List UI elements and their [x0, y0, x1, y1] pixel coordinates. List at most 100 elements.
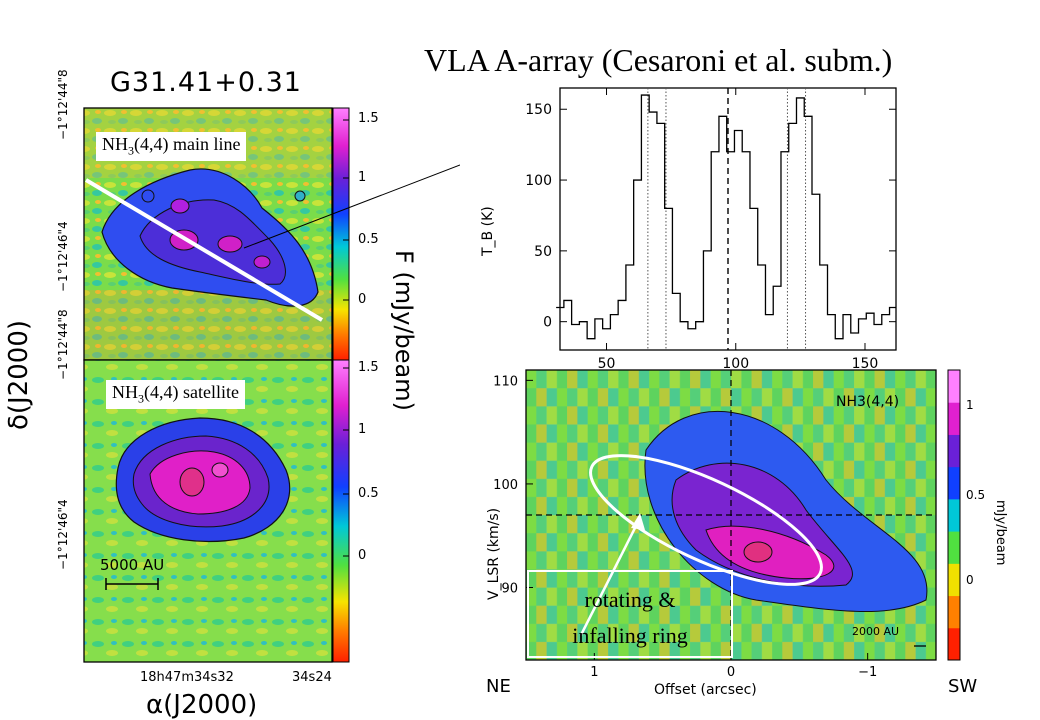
pv-noise-cell: [710, 370, 722, 389]
pv-noise-cell: [874, 605, 886, 625]
pv-noise-cell: [864, 623, 875, 643]
pv-noise-cell: [741, 641, 752, 661]
pv-noise-cell: [874, 515, 886, 534]
map-panel: [83, 107, 460, 663]
pv-noise-cell: [720, 388, 732, 407]
pv-noise-cell: [710, 605, 722, 625]
pv-noise-cell: [915, 370, 927, 389]
cbar-tick-bottom: 1.5: [358, 360, 379, 375]
pv-noise-cell: [649, 370, 660, 389]
label-prefix: NH: [112, 382, 138, 402]
map-label-satellite: NH3(4,4) satellite: [106, 380, 245, 409]
pv-noise-cell: [628, 460, 640, 480]
pv-noise-cell: [536, 641, 547, 661]
pv-noise-cell: [895, 406, 906, 425]
cbar-tick-top: 1.5: [358, 111, 379, 126]
pv-noise-cell: [895, 515, 906, 534]
connector-line: [243, 164, 460, 249]
pv-noise-cell: [802, 370, 814, 389]
pv-noise-cell: [608, 424, 619, 443]
pv-noise-cell: [925, 370, 937, 389]
pv-xlabel: Offset (arcsec): [654, 682, 757, 698]
pv-noise-cell: [638, 515, 650, 534]
pv-noise-cell: [597, 515, 609, 534]
pv-noise-cell: [925, 533, 937, 552]
pv-noise-cell: [720, 587, 732, 607]
pv-noise-cell: [577, 424, 588, 443]
pv-noise-cell: [782, 641, 793, 661]
pv-noise-cell: [597, 605, 609, 625]
pv-noise-cell: [761, 623, 773, 643]
pv-noise-cell: [854, 641, 865, 661]
dec-axis-label: δ(J2000): [4, 319, 34, 430]
pv-noise-cell: [884, 460, 896, 480]
pv-noise-cell: [782, 424, 793, 443]
colorbar-top: [332, 107, 350, 361]
pv-noise-cell: [864, 370, 875, 389]
pv-noise-cell: [587, 424, 599, 443]
pv-noise-cell: [895, 605, 906, 625]
pv-noise-cell: [546, 460, 558, 480]
pv-noise-cell: [608, 406, 619, 425]
pv-noise-cell: [915, 605, 927, 625]
pv-noise-cell: [905, 496, 916, 516]
pv-noise-cell: [884, 478, 896, 498]
pv-noise-cell: [843, 388, 855, 407]
pv-noise-cell: [679, 551, 691, 570]
pv-noise-cell: [618, 641, 629, 661]
pv-noise-cell: [925, 587, 937, 607]
pv-noise-cell: [526, 605, 537, 625]
pv-noise-cell: [751, 605, 763, 625]
pv-noise-cell: [792, 605, 804, 625]
pv-noise-cell: [884, 388, 896, 407]
pv-noise-cell: [608, 460, 619, 480]
pv-noise-cell: [874, 424, 886, 443]
pv-noise-cell: [813, 424, 824, 443]
pv-noise-cell: [567, 641, 578, 661]
pv-noise-cell: [895, 478, 906, 498]
pv-noise-cell: [679, 569, 691, 588]
pv-noise-cell: [577, 641, 588, 661]
spectrum-ylabel: T_B (K): [480, 206, 496, 256]
pv-noise-cell: [567, 496, 578, 516]
pv-noise-cell: [587, 587, 599, 607]
scale-bar-label: 5000 AU: [100, 556, 165, 574]
pv-noise-cell: [823, 406, 834, 425]
pv-noise-cell: [556, 388, 568, 407]
pv-noise-cell: [884, 515, 896, 534]
dec-tick-top-1: −1°12'44"8: [56, 69, 70, 140]
pv-noise-cell: [690, 370, 701, 389]
pv-noise-cell: [895, 388, 906, 407]
pv-noise-cell: [659, 623, 670, 643]
pv-colorbar-segment: [948, 466, 960, 500]
spectrum-y-tick-label: 150: [525, 102, 552, 118]
pv-noise-cell: [567, 533, 578, 552]
pv-noise-cell: [567, 478, 578, 498]
pv-noise-cell: [833, 641, 845, 661]
pv-noise-cell: [854, 605, 865, 625]
pv-noise-cell: [628, 569, 640, 588]
pv-noise-cell: [546, 605, 558, 625]
pv-scale-label: 2000 AU: [852, 625, 900, 638]
pv-noise-cell: [905, 478, 916, 498]
pv-noise-cell: [843, 605, 855, 625]
pv-noise-cell: [587, 551, 599, 570]
pv-noise-cell: [700, 641, 711, 661]
pv-noise-cell: [577, 551, 588, 570]
pv-noise-cell: [884, 623, 896, 643]
pv-colorbar-segment: [948, 434, 960, 468]
pv-noise-cell: [618, 496, 629, 516]
pv-noise-cell: [628, 551, 640, 570]
pv-noise-cell: [638, 605, 650, 625]
pv-noise-cell: [741, 388, 752, 407]
pv-noise-cell: [567, 406, 578, 425]
pv-noise-cell: [884, 496, 896, 516]
source-name: G31.41+0.31: [110, 67, 302, 98]
pv-noise-cell: [925, 460, 937, 480]
pv-noise-cell: [915, 424, 927, 443]
pv-noise-cell: [669, 587, 681, 607]
pv-noise-cell: [567, 424, 578, 443]
pv-noise-cell: [741, 605, 752, 625]
pv-noise-cell: [536, 496, 547, 516]
pv-noise-cell: [813, 388, 824, 407]
